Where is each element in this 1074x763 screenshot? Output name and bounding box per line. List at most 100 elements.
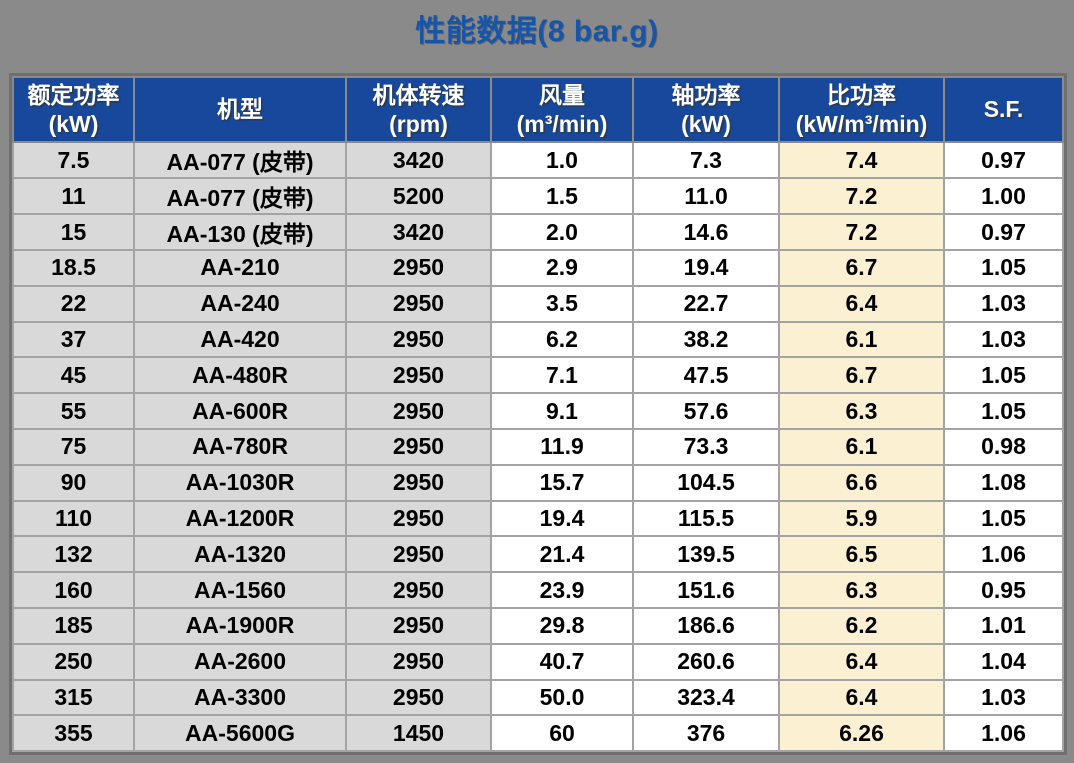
- cell-service-factor: 1.06: [943, 535, 1064, 574]
- cell-model: AA-1560: [133, 571, 347, 609]
- cell-service-factor: 1.04: [943, 642, 1064, 681]
- cell-specific-power: 6.4: [778, 678, 945, 717]
- cell-model: AA-077 (皮带): [133, 141, 347, 179]
- cell-shaft-power: 7.3: [632, 141, 780, 179]
- cell-service-factor: 0.95: [943, 571, 1064, 609]
- table-row: 15 AA-130 (皮带) 3420 2.0 14.6 7.2 0.97: [12, 213, 1064, 251]
- table-row: 22 AA-240 2950 3.5 22.7 6.4 1.03: [12, 284, 1064, 323]
- cell-rotation-speed: 2950: [345, 571, 492, 609]
- cell-service-factor: 0.98: [943, 427, 1064, 466]
- cell-rotation-speed: 2950: [345, 392, 492, 430]
- header-row: 额定功率 (kW) 机型 机体转速 (rpm) 风量 (m³/min): [12, 76, 1064, 143]
- table-row: 185 AA-1900R 2950 29.8 186.6 6.2 1.01: [12, 606, 1064, 645]
- cell-service-factor: 0.97: [943, 213, 1064, 251]
- cell-rated-power: 22: [12, 284, 135, 323]
- col-header-rotation-speed-unit: (rpm): [389, 110, 448, 137]
- cell-shaft-power: 376: [632, 714, 780, 753]
- cell-service-factor: 1.06: [943, 714, 1064, 753]
- cell-shaft-power: 323.4: [632, 678, 780, 717]
- cell-rated-power: 11: [12, 177, 135, 215]
- cell-model: AA-130 (皮带): [133, 213, 347, 251]
- table-row: 11 AA-077 (皮带) 5200 1.5 11.0 7.2 1.00: [12, 177, 1064, 215]
- cell-rated-power: 75: [12, 427, 135, 466]
- cell-rotation-speed: 2950: [345, 463, 492, 502]
- cell-specific-power: 6.6: [778, 463, 945, 502]
- cell-rated-power: 132: [12, 535, 135, 574]
- cell-air-flow: 29.8: [490, 606, 634, 645]
- cell-rated-power: 15: [12, 213, 135, 251]
- cell-rotation-speed: 3420: [345, 141, 492, 179]
- cell-air-flow: 1.5: [490, 177, 634, 215]
- table-row: 55 AA-600R 2950 9.1 57.6 6.3 1.05: [12, 392, 1064, 430]
- cell-rotation-speed: 2950: [345, 249, 492, 287]
- cell-model: AA-1030R: [133, 463, 347, 502]
- cell-specific-power: 6.2: [778, 606, 945, 645]
- cell-shaft-power: 11.0: [632, 177, 780, 215]
- cell-model: AA-240: [133, 284, 347, 323]
- cell-air-flow: 23.9: [490, 571, 634, 609]
- cell-rotation-speed: 3420: [345, 213, 492, 251]
- table-header: 额定功率 (kW) 机型 机体转速 (rpm) 风量 (m³/min): [12, 76, 1064, 143]
- cell-rotation-speed: 5200: [345, 177, 492, 215]
- cell-model: AA-077 (皮带): [133, 177, 347, 215]
- cell-specific-power: 6.7: [778, 356, 945, 395]
- cell-rated-power: 185: [12, 606, 135, 645]
- cell-air-flow: 11.9: [490, 427, 634, 466]
- col-header-shaft-power-unit: (kW): [681, 110, 731, 137]
- cell-shaft-power: 19.4: [632, 249, 780, 287]
- cell-rotation-speed: 2950: [345, 320, 492, 359]
- cell-specific-power: 7.2: [778, 177, 945, 215]
- cell-specific-power: 6.5: [778, 535, 945, 574]
- cell-rotation-speed: 2950: [345, 356, 492, 395]
- col-header-rated-power-unit: (kW): [48, 110, 99, 137]
- cell-model: AA-1200R: [133, 499, 347, 538]
- cell-specific-power: 6.4: [778, 284, 945, 323]
- col-header-specific-power: 比功率 (kW/m³/min): [778, 76, 945, 143]
- col-header-air-flow-name: 风量: [539, 81, 585, 108]
- cell-shaft-power: 47.5: [632, 356, 780, 395]
- cell-service-factor: 1.03: [943, 284, 1064, 323]
- table-row: 45 AA-480R 2950 7.1 47.5 6.7 1.05: [12, 356, 1064, 395]
- cell-shaft-power: 14.6: [632, 213, 780, 251]
- cell-service-factor: 1.01: [943, 606, 1064, 645]
- cell-specific-power: 6.3: [778, 392, 945, 430]
- table-row: 90 AA-1030R 2950 15.7 104.5 6.6 1.08: [12, 463, 1064, 502]
- cell-rotation-speed: 2950: [345, 535, 492, 574]
- performance-table: 额定功率 (kW) 机型 机体转速 (rpm) 风量 (m³/min): [12, 76, 1064, 753]
- cell-specific-power: 6.4: [778, 642, 945, 681]
- cell-air-flow: 60: [490, 714, 634, 753]
- cell-specific-power: 6.3: [778, 571, 945, 609]
- cell-air-flow: 19.4: [490, 499, 634, 538]
- col-header-model: 机型: [133, 76, 347, 143]
- table-row: 132 AA-1320 2950 21.4 139.5 6.5 1.06: [12, 535, 1064, 574]
- cell-specific-power: 6.1: [778, 320, 945, 359]
- col-header-rated-power: 额定功率 (kW): [12, 76, 135, 143]
- cell-rated-power: 18.5: [12, 249, 135, 287]
- cell-rotation-speed: 2950: [345, 427, 492, 466]
- page-title: 性能数据(8 bar.g): [415, 15, 659, 48]
- cell-rotation-speed: 2950: [345, 678, 492, 717]
- cell-shaft-power: 260.6: [632, 642, 780, 681]
- cell-rated-power: 250: [12, 642, 135, 681]
- cell-shaft-power: 115.5: [632, 499, 780, 538]
- cell-model: AA-210: [133, 249, 347, 287]
- cell-rated-power: 315: [12, 678, 135, 717]
- cell-service-factor: 1.03: [943, 678, 1064, 717]
- cell-air-flow: 3.5: [490, 284, 634, 323]
- cell-specific-power: 5.9: [778, 499, 945, 538]
- table-row: 18.5 AA-210 2950 2.9 19.4 6.7 1.05: [12, 249, 1064, 287]
- col-header-service-factor: S.F.: [943, 76, 1064, 143]
- cell-rated-power: 45: [12, 356, 135, 395]
- col-header-specific-power-name: 比功率: [827, 81, 896, 108]
- cell-shaft-power: 73.3: [632, 427, 780, 466]
- cell-specific-power: 7.4: [778, 141, 945, 179]
- cell-model: AA-2600: [133, 642, 347, 681]
- cell-shaft-power: 57.6: [632, 392, 780, 430]
- table-row: 315 AA-3300 2950 50.0 323.4 6.4 1.03: [12, 678, 1064, 717]
- cell-air-flow: 2.0: [490, 213, 634, 251]
- cell-air-flow: 1.0: [490, 141, 634, 179]
- cell-specific-power: 6.7: [778, 249, 945, 287]
- col-header-service-factor-name: S.F.: [983, 96, 1024, 123]
- cell-shaft-power: 186.6: [632, 606, 780, 645]
- cell-service-factor: 1.00: [943, 177, 1064, 215]
